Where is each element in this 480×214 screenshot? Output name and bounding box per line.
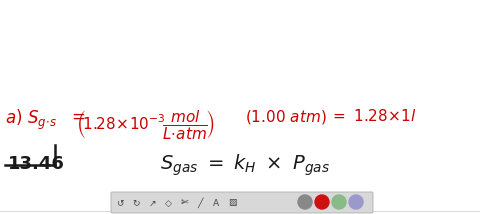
Text: ◇: ◇ — [165, 199, 171, 208]
Text: ▨: ▨ — [228, 199, 236, 208]
Text: $S_{gas}\ =\ k_H\ \times\ P_{gas}$: $S_{gas}\ =\ k_H\ \times\ P_{gas}$ — [160, 152, 330, 177]
Text: A: A — [213, 199, 219, 208]
Text: ↻: ↻ — [132, 199, 140, 208]
Text: ↗: ↗ — [148, 199, 156, 208]
Text: $=\ 1.28\!\times\!1l$: $=\ 1.28\!\times\!1l$ — [330, 108, 416, 124]
Text: $\left(1.00\ atm\right)$: $\left(1.00\ atm\right)$ — [245, 108, 326, 126]
Text: $=$: $=$ — [68, 108, 85, 125]
Text: ✄: ✄ — [180, 199, 188, 208]
Text: $a)\ S_{g\!\cdot\!s}$: $a)\ S_{g\!\cdot\!s}$ — [5, 108, 57, 132]
Circle shape — [349, 195, 363, 209]
Text: $\!\left(\!1.28\!\times\!10^{-3}\!\dfrac{mol}{L{\cdot}atm}\!\right)\!$: $\!\left(\!1.28\!\times\!10^{-3}\!\dfrac… — [78, 108, 215, 141]
Text: ↺: ↺ — [116, 199, 124, 208]
FancyBboxPatch shape — [111, 192, 373, 213]
Circle shape — [315, 195, 329, 209]
Circle shape — [332, 195, 346, 209]
Text: 13.46: 13.46 — [8, 155, 65, 173]
Circle shape — [298, 195, 312, 209]
Text: ╱: ╱ — [197, 198, 203, 208]
